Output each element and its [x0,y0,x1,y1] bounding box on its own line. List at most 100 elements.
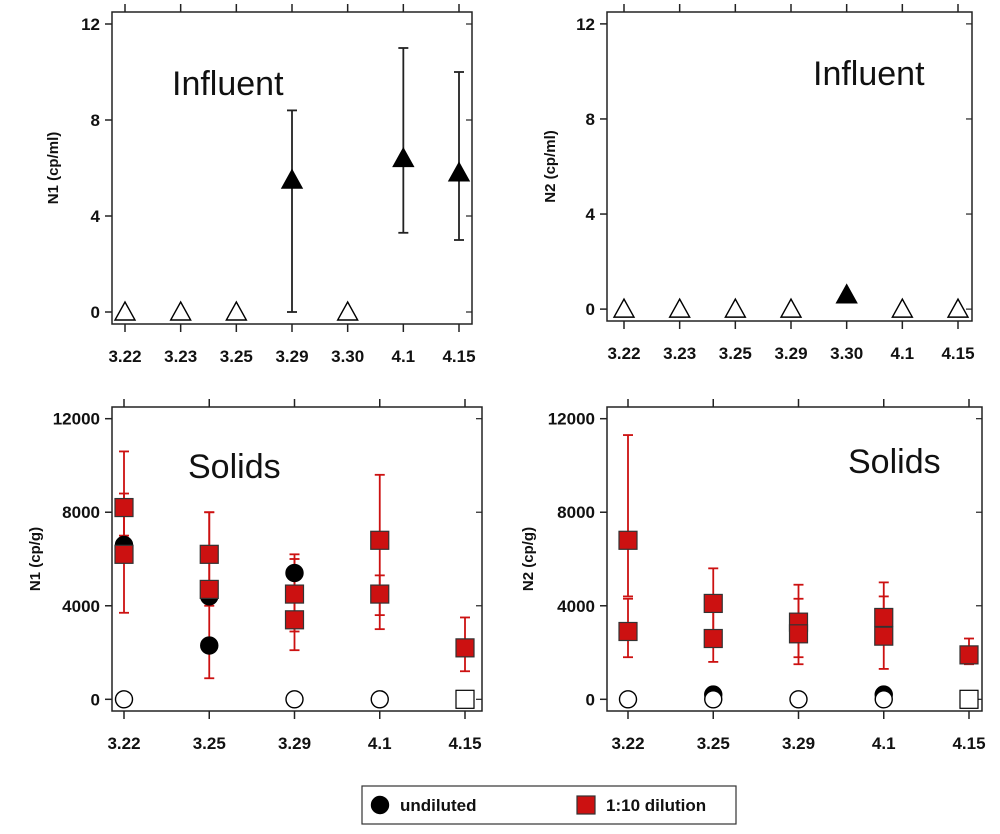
panel-title: Influent [813,55,925,93]
x-tick-label: 3.29 [278,734,311,753]
y-axis-label: N1 (cp/g) [27,527,44,591]
x-tick-label: 4.15 [442,347,475,366]
data-point-triangle-open [612,297,636,318]
data-point-triangle-open [779,297,803,318]
legend-marker-circle-filled [370,795,390,815]
y-tick-label: 12 [576,15,595,34]
y-tick-label: 4 [91,207,101,226]
x-tick-label: 4.15 [448,734,481,753]
data-point-square-open [959,689,979,709]
data-point-triangle-filled [447,161,471,182]
x-tick-label: 3.25 [719,344,752,363]
data-point-square-filled [618,621,638,642]
data-point-square-filled [874,626,894,646]
x-tick-label: 3.25 [193,734,226,753]
y-tick-label: 12 [81,15,100,34]
plot-frame [606,11,973,322]
data-point-square-filled [703,628,723,649]
y-tick-label: 4000 [557,597,595,616]
y-tick-label: 4 [586,205,596,224]
data-point-square-filled [703,593,723,614]
data-point-square-filled [370,530,390,550]
x-tick-label: 4.1 [872,734,896,753]
chart-panel-1: 0 4 8 12 3.22 3.23 3.25 3.29 3.30 4.1 4.15 N1 (cp/m… [45,4,476,366]
plot-frame [606,406,983,712]
data-point-square-filled [284,610,305,630]
data-point-triangle-open [668,297,691,318]
data-point-square-filled [370,584,390,604]
y-tick-label: 4000 [62,597,100,616]
data-point-triangle-open [113,300,137,321]
data-point-circle-open [704,690,723,709]
x-tick-label: 3.22 [611,734,644,753]
y-axis-label: N1 (cp/ml) [45,132,62,205]
data-point-triangle-filled [280,168,304,189]
data-point-circle-open [114,690,134,709]
data-point-circle-open [789,690,808,709]
data-point-triangle-open [336,300,359,321]
legend-label: 1:10 dilution [606,796,706,815]
data-point-triangle-open [724,297,747,318]
x-tick-label: 4.1 [891,344,915,363]
y-tick-label: 12000 [548,410,595,429]
x-tick-label: 3.29 [275,347,308,366]
x-tick-label: 3.25 [220,347,253,366]
x-tick-label: 3.30 [331,347,364,366]
y-tick-label: 0 [91,303,100,322]
data-point-square-filled [959,645,979,665]
plot-frame [111,406,483,712]
data-point-circle-open [874,690,893,709]
x-tick-label: 3.23 [164,347,197,366]
y-tick-label: 8000 [557,503,595,522]
data-point-square-filled [455,638,475,658]
y-tick-label: 8 [91,111,100,130]
legend-label: undiluted [400,796,476,815]
legend-marker-square-filled [576,795,596,815]
x-tick-label: 4.15 [952,734,985,753]
legend: undiluted 1:10 dilution [361,785,737,825]
data-point-square-filled [788,624,809,644]
chart-panel-2: 0 4 8 12 3.22 3.23 3.25 3.29 3.30 4.1 4.15 N2 (cp/m… [542,4,975,363]
y-tick-label: 8 [586,110,595,129]
data-point-circle-filled [200,636,219,655]
data-point-square-filled [618,530,638,550]
data-point-square-open [455,689,475,709]
data-point-circle-open [618,690,638,709]
data-point-triangle-filled [835,283,858,304]
x-tick-label: 3.29 [782,734,815,753]
x-tick-label: 4.15 [941,344,974,363]
y-axis-label: N2 (cp/g) [520,527,537,591]
x-tick-label: 3.25 [697,734,730,753]
data-point-circle-open [370,690,389,709]
data-point-square-filled [114,497,134,518]
panel-title: Influent [172,65,284,103]
x-tick-label: 4.1 [392,347,416,366]
data-point-square-filled [284,584,305,604]
data-point-square-filled [199,544,219,564]
data-point-triangle-open [891,297,914,318]
data-point-triangle-filled [392,146,415,168]
y-tick-label: 0 [586,300,595,319]
y-axis-label: N2 (cp/ml) [542,130,559,203]
y-tick-label: 0 [586,690,595,709]
x-tick-label: 3.22 [607,344,640,363]
x-tick-label: 3.23 [663,344,696,363]
data-point-triangle-open [169,300,192,321]
data-point-square-filled [874,607,894,628]
x-tick-label: 3.29 [774,344,807,363]
y-tick-label: 0 [91,690,100,709]
x-tick-label: 4.1 [368,734,392,753]
chart-panel-4: 0 4000 8000 12000 3.22 3.25 3.29 4.1 4.15 N2 (cp/… [520,399,986,753]
y-tick-label: 8000 [62,503,100,522]
panel-title: Solids [848,443,941,481]
data-point-square-filled [199,579,219,600]
panel-title: Solids [188,448,281,486]
y-tick-label: 12000 [53,410,100,429]
x-tick-label: 3.30 [830,344,863,363]
data-point-circle-filled [285,563,304,583]
x-tick-label: 3.22 [107,734,140,753]
x-tick-label: 3.22 [108,347,141,366]
data-point-circle-open [285,690,304,709]
